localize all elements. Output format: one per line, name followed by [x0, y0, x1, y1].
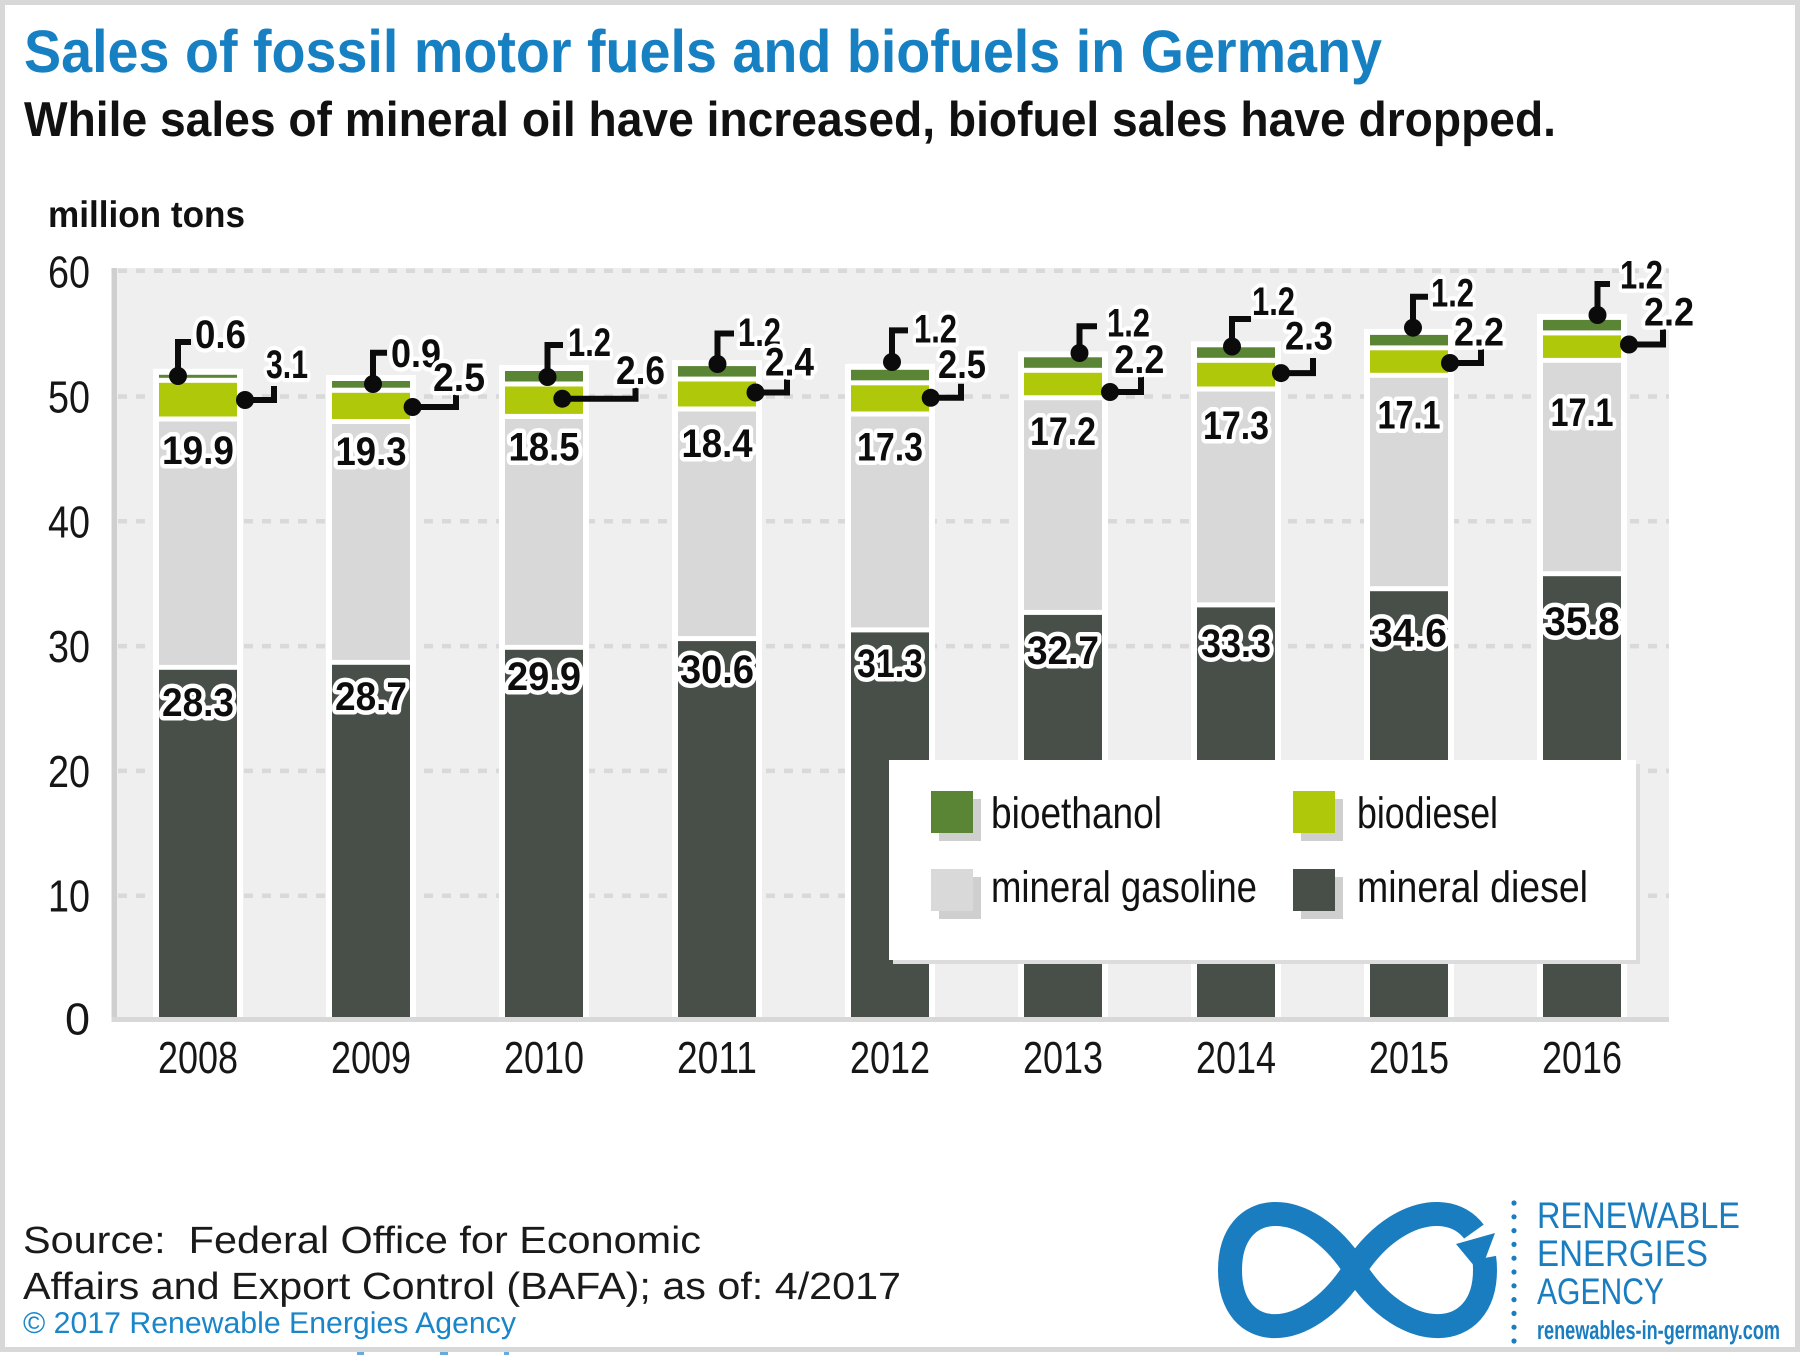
svg-text:17.2: 17.2: [1030, 410, 1096, 454]
svg-text:28.7: 28.7: [335, 675, 407, 719]
svg-text:10: 10: [48, 871, 90, 922]
svg-text:bioethanol: bioethanol: [991, 789, 1162, 838]
svg-text:2.5: 2.5: [433, 356, 485, 400]
svg-text:0: 0: [65, 994, 90, 1045]
svg-text:1.2: 1.2: [1252, 280, 1295, 324]
svg-text:18.5: 18.5: [509, 426, 580, 470]
svg-text:renewables-in-germany.com: renewables-in-germany.com: [1537, 1315, 1780, 1345]
svg-text:2.2: 2.2: [1114, 338, 1164, 382]
svg-text:2.5: 2.5: [938, 343, 986, 387]
svg-text:17.1: 17.1: [1551, 391, 1614, 435]
svg-text:35.8: 35.8: [1545, 600, 1620, 644]
svg-text:17.3: 17.3: [1203, 404, 1269, 448]
svg-text:0.6: 0.6: [195, 313, 246, 357]
svg-text:RENEWABLE: RENEWABLE: [1537, 1195, 1740, 1236]
svg-text:17.1: 17.1: [1378, 394, 1441, 438]
svg-text:0.9: 0.9: [391, 332, 441, 376]
svg-text:2.6: 2.6: [616, 349, 665, 393]
svg-text:3.1: 3.1: [266, 343, 308, 387]
svg-text:1.2: 1.2: [738, 311, 781, 355]
svg-text:2015: 2015: [1369, 1032, 1449, 1083]
svg-text:32.7: 32.7: [1027, 629, 1099, 673]
svg-text:1.2: 1.2: [914, 307, 957, 351]
svg-text:1.2: 1.2: [568, 321, 611, 365]
svg-text:18.4: 18.4: [682, 422, 754, 466]
svg-text:17.3: 17.3: [857, 426, 923, 470]
svg-text:© 2017 Renewable Energies Agen: © 2017 Renewable Energies Agency: [23, 1307, 516, 1340]
svg-text:20: 20: [48, 746, 90, 797]
svg-text:2013: 2013: [1023, 1032, 1103, 1083]
svg-text:1.2: 1.2: [1431, 272, 1474, 316]
svg-text:2.4: 2.4: [765, 341, 815, 385]
svg-text:2016: 2016: [1542, 1032, 1622, 1083]
svg-text:2009: 2009: [331, 1032, 411, 1083]
svg-text:60: 60: [48, 247, 90, 298]
svg-text:34.6: 34.6: [1371, 612, 1447, 656]
svg-text:mineral gasoline: mineral gasoline: [991, 863, 1257, 912]
svg-text:2010: 2010: [504, 1032, 584, 1083]
svg-text:2.3: 2.3: [1285, 315, 1333, 359]
svg-text:Affairs and Export Control (BA: Affairs and Export Control (BAFA); as of…: [23, 1266, 901, 1308]
svg-text:28.3: 28.3: [162, 681, 234, 725]
svg-text:30.6: 30.6: [680, 648, 754, 692]
svg-text:ENERGIES: ENERGIES: [1537, 1233, 1708, 1274]
svg-text:While sales of mineral oil hav: While sales of mineral oil have increase…: [24, 93, 1556, 147]
svg-text:33.3: 33.3: [1201, 622, 1271, 666]
svg-text:million tons: million tons: [48, 194, 245, 235]
svg-text:1.2: 1.2: [1620, 254, 1663, 298]
svg-text:2012: 2012: [850, 1032, 930, 1083]
svg-text:AGENCY: AGENCY: [1537, 1271, 1664, 1312]
svg-text:2.2: 2.2: [1644, 291, 1694, 335]
svg-text:biodiesel: biodiesel: [1357, 789, 1498, 838]
svg-text:2.2: 2.2: [1454, 311, 1504, 355]
svg-text:30: 30: [48, 621, 90, 672]
svg-text:31.3: 31.3: [857, 642, 923, 686]
svg-text:2011: 2011: [677, 1032, 757, 1083]
svg-text:1.2: 1.2: [1107, 302, 1150, 346]
svg-text:19.3: 19.3: [336, 430, 407, 474]
svg-text:19.9: 19.9: [162, 429, 234, 473]
svg-text:50: 50: [48, 372, 90, 423]
svg-text:Source: Federal Office for Ec: Source: Federal Office for Economic: [23, 1220, 701, 1262]
svg-text:2014: 2014: [1196, 1032, 1276, 1083]
svg-text:2008: 2008: [158, 1032, 238, 1083]
svg-text:40: 40: [48, 496, 90, 547]
svg-text:mineral diesel: mineral diesel: [1357, 863, 1588, 912]
svg-text:29.9: 29.9: [507, 655, 581, 699]
svg-text:Sales of fossil motor fuels an: Sales of fossil motor fuels and biofuels…: [24, 18, 1383, 85]
